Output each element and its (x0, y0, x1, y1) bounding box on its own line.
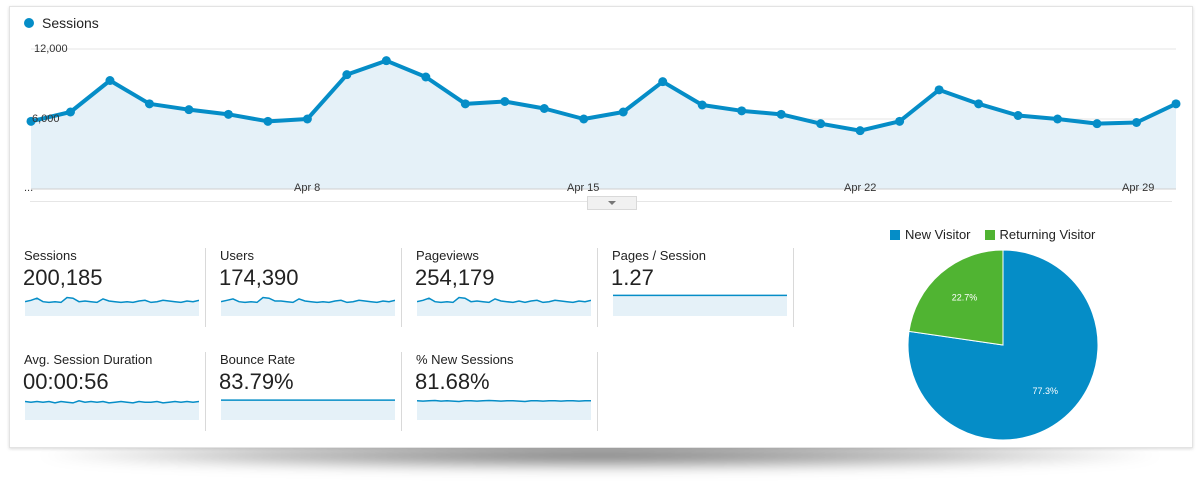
data-point (302, 114, 312, 124)
sparkline (613, 294, 787, 316)
sparkline-line (25, 296, 199, 304)
sessions-line (30, 58, 1177, 133)
data-point (658, 77, 668, 87)
data-point (579, 114, 589, 124)
sparkline-line (221, 296, 395, 304)
data-point (776, 109, 786, 119)
pie-label-new: 77.3% (1032, 386, 1058, 396)
metric-sessions[interactable]: Sessions 200,185 (20, 248, 206, 327)
data-point (1171, 99, 1181, 109)
sparkline (25, 296, 199, 316)
x-tick-apr-8: Apr 8 (294, 182, 321, 194)
x-tick-start: ... (24, 182, 34, 194)
data-point (26, 116, 36, 126)
data-point (381, 56, 391, 66)
metric-value: 83.79% (219, 369, 294, 394)
analytics-overview-card: Sessions 12,000 6,000 ... Apr 8 Apr 15 A… (9, 6, 1193, 448)
sparkline (417, 399, 591, 420)
sparkline (417, 296, 591, 316)
data-point (1132, 118, 1142, 127)
metric-pageviews[interactable]: Pageviews 254,179 (412, 248, 598, 327)
sparkline-area (221, 297, 395, 316)
legend-returning-visitor[interactable]: Returning Visitor (984, 227, 1096, 242)
metric-bounce-rate[interactable]: Bounce Rate 83.79% (216, 352, 402, 431)
sparkline-area (221, 400, 395, 420)
metric-label: Avg. Session Duration (24, 352, 153, 367)
metric-avg-session-duration[interactable]: Avg. Session Duration 00:00:56 (20, 352, 206, 431)
y-tick-6000: 6,000 (32, 113, 60, 125)
metric-value: 254,179 (415, 265, 495, 290)
metric-value: 81.68% (415, 369, 490, 394)
data-point (65, 107, 75, 117)
data-point (144, 99, 154, 109)
metric-label: Bounce Rate (220, 352, 296, 367)
metric-label: Users (220, 248, 254, 263)
visitor-type-pie-chart[interactable]: 77.3% 22.7% (903, 245, 1103, 445)
data-point (1092, 119, 1102, 129)
sessions-legend-dot (24, 18, 34, 28)
legend-label-returning: Returning Visitor (999, 227, 1096, 242)
x-tick-apr-15: Apr 15 (567, 182, 600, 194)
data-point (1053, 114, 1063, 124)
metric-new-sessions[interactable]: % New Sessions 81.68% (412, 352, 598, 431)
data-point (421, 72, 431, 82)
chevron-down-icon (608, 201, 616, 205)
sessions-area (31, 60, 1176, 189)
pie-slice-new-visitor (907, 249, 1099, 441)
sessions-legend-label: Sessions (42, 15, 99, 31)
data-point (895, 116, 905, 126)
data-point (1013, 111, 1023, 120)
sparkline-area (417, 400, 591, 420)
data-point (934, 85, 944, 95)
sparkline-area (613, 295, 787, 316)
sparkline (221, 399, 395, 420)
data-point (855, 126, 865, 136)
sparkline (25, 400, 199, 420)
metric-value: 00:00:56 (23, 369, 109, 394)
data-point (974, 99, 984, 109)
legend-label-new: New Visitor (905, 227, 971, 242)
data-point (263, 116, 273, 126)
x-tick-apr-29: Apr 29 (1122, 182, 1155, 194)
legend-swatch-new (890, 229, 900, 240)
pie-label-returning: 22.7% (952, 292, 978, 302)
sparkline-line (25, 400, 199, 404)
data-point (539, 104, 549, 113)
data-point (697, 100, 707, 110)
y-tick-12000: 12,000 (34, 43, 68, 55)
metric-value: 174,390 (219, 265, 299, 290)
sparkline-area (25, 400, 199, 420)
metric-pages-per-session[interactable]: Pages / Session 1.27 (608, 248, 794, 327)
sparkline-area (417, 297, 591, 316)
pie-slice-returning-visitor (908, 249, 1004, 346)
sessions-line-chart[interactable] (10, 7, 1192, 207)
metric-label: Sessions (24, 248, 77, 263)
data-point (816, 119, 826, 129)
data-point (184, 105, 194, 115)
data-point (618, 107, 628, 117)
data-point (737, 106, 747, 116)
legend-new-visitor[interactable]: New Visitor (890, 227, 971, 242)
metric-value: 1.27 (611, 265, 654, 290)
metric-label: Pages / Session (612, 248, 706, 263)
sessions-legend[interactable]: Sessions (24, 15, 99, 31)
sparkline-area (25, 297, 199, 316)
sparkline-line (417, 296, 591, 304)
data-point (500, 97, 510, 106)
data-point (460, 99, 470, 109)
sparkline-line (417, 399, 591, 403)
legend-swatch-returning (984, 229, 995, 240)
sparkline (221, 296, 395, 316)
metric-label: % New Sessions (416, 352, 514, 367)
x-tick-apr-22: Apr 22 (844, 182, 877, 194)
data-point (105, 76, 115, 85)
collapse-chart-button[interactable] (587, 196, 637, 210)
pie-legend: New Visitor Returning Visitor (890, 227, 1109, 242)
metric-value: 200,185 (23, 265, 103, 290)
data-point (223, 109, 233, 119)
metric-label: Pageviews (416, 248, 479, 263)
data-point (342, 70, 352, 80)
metric-users[interactable]: Users 174,390 (216, 248, 402, 327)
